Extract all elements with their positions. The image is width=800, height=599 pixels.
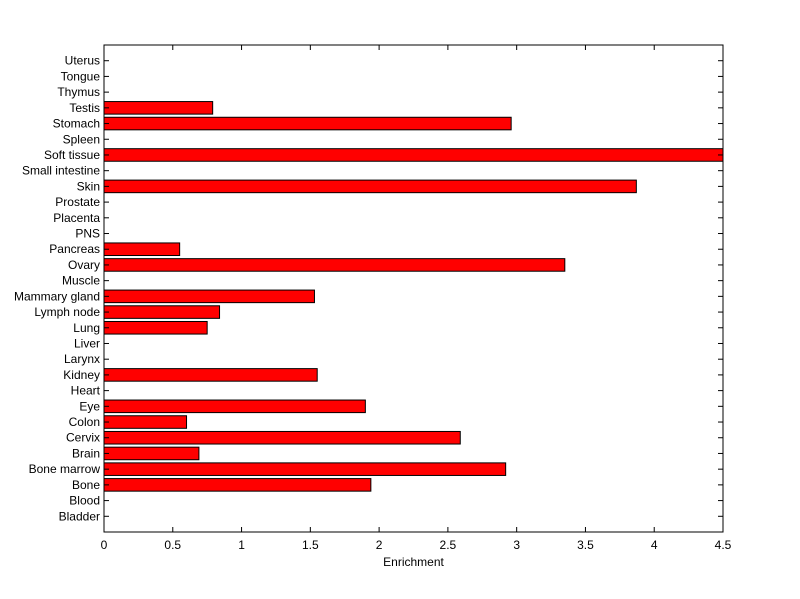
- bar-eye: [103, 399, 366, 414]
- y-tick-label: Ovary: [68, 258, 100, 272]
- y-tick-label: Brain: [72, 446, 100, 460]
- bar-brain: [103, 446, 200, 461]
- x-tick-label: 0.5: [164, 538, 181, 552]
- y-tick-label: Colon: [69, 415, 100, 429]
- y-tick-label: Skin: [77, 179, 100, 193]
- y-tick-label: Lymph node: [34, 305, 100, 319]
- y-tick-label: Pancreas: [49, 242, 100, 256]
- bar-bone-marrow: [103, 462, 507, 476]
- y-tick-label: Testis: [69, 101, 100, 115]
- y-tick-label: Spleen: [63, 132, 100, 146]
- bar-testis: [103, 101, 214, 115]
- x-axis-title: Enrichment: [383, 555, 444, 569]
- x-tick-label: 3.5: [577, 538, 594, 552]
- y-tick-label: Bone marrow: [29, 462, 101, 476]
- y-tick-label: Prostate: [55, 195, 100, 209]
- bars: [103, 101, 724, 492]
- bar-mammary-gland: [103, 289, 315, 304]
- ticks: [103, 45, 724, 532]
- y-tick-label: PNS: [75, 227, 100, 241]
- bar-bone: [103, 478, 372, 492]
- y-tick-label: Bone: [72, 478, 100, 492]
- x-tick-label: 2: [376, 538, 383, 552]
- y-tick-label: Small intestine: [22, 164, 100, 178]
- bar-stomach: [103, 116, 512, 131]
- y-tick-label: Cervix: [66, 431, 100, 445]
- y-tick-label: Eye: [79, 399, 100, 413]
- x-tick-label: 1.5: [302, 538, 319, 552]
- x-tick-label: 2.5: [440, 538, 457, 552]
- y-tick-label: Stomach: [53, 117, 100, 131]
- x-tick-label: 4.5: [715, 538, 732, 552]
- y-tick-label: Thymus: [57, 85, 100, 99]
- y-tick-label: Liver: [74, 336, 100, 350]
- bar-cervix: [103, 430, 461, 445]
- bar-lung: [103, 320, 208, 335]
- y-tick-label: Muscle: [62, 274, 100, 288]
- x-tick-label: 0: [101, 538, 108, 552]
- bar-skin: [103, 179, 637, 194]
- y-tick-label: Larynx: [64, 352, 100, 366]
- bar-lymph-node: [103, 305, 221, 319]
- bar-ovary: [103, 258, 566, 272]
- bar-pancreas: [103, 242, 181, 257]
- y-tick-label: Uterus: [65, 54, 100, 68]
- x-tick-label: 1: [238, 538, 245, 552]
- bar-soft-tissue: [103, 148, 724, 162]
- y-tick-label: Kidney: [63, 368, 100, 382]
- y-tick-label: Lung: [73, 321, 100, 335]
- x-tick-label: 3: [513, 538, 520, 552]
- y-tick-label: Heart: [71, 384, 101, 398]
- bar-kidney: [103, 368, 318, 382]
- bar-colon: [103, 415, 188, 429]
- x-tick-label: 4: [651, 538, 658, 552]
- y-tick-label: Soft tissue: [44, 148, 100, 162]
- y-tick-label: Tongue: [61, 69, 101, 83]
- y-tick-label: Placenta: [53, 211, 100, 225]
- y-tick-label: Bladder: [59, 509, 100, 523]
- y-tick-label: Mammary gland: [14, 289, 100, 303]
- y-tick-label: Blood: [69, 494, 100, 508]
